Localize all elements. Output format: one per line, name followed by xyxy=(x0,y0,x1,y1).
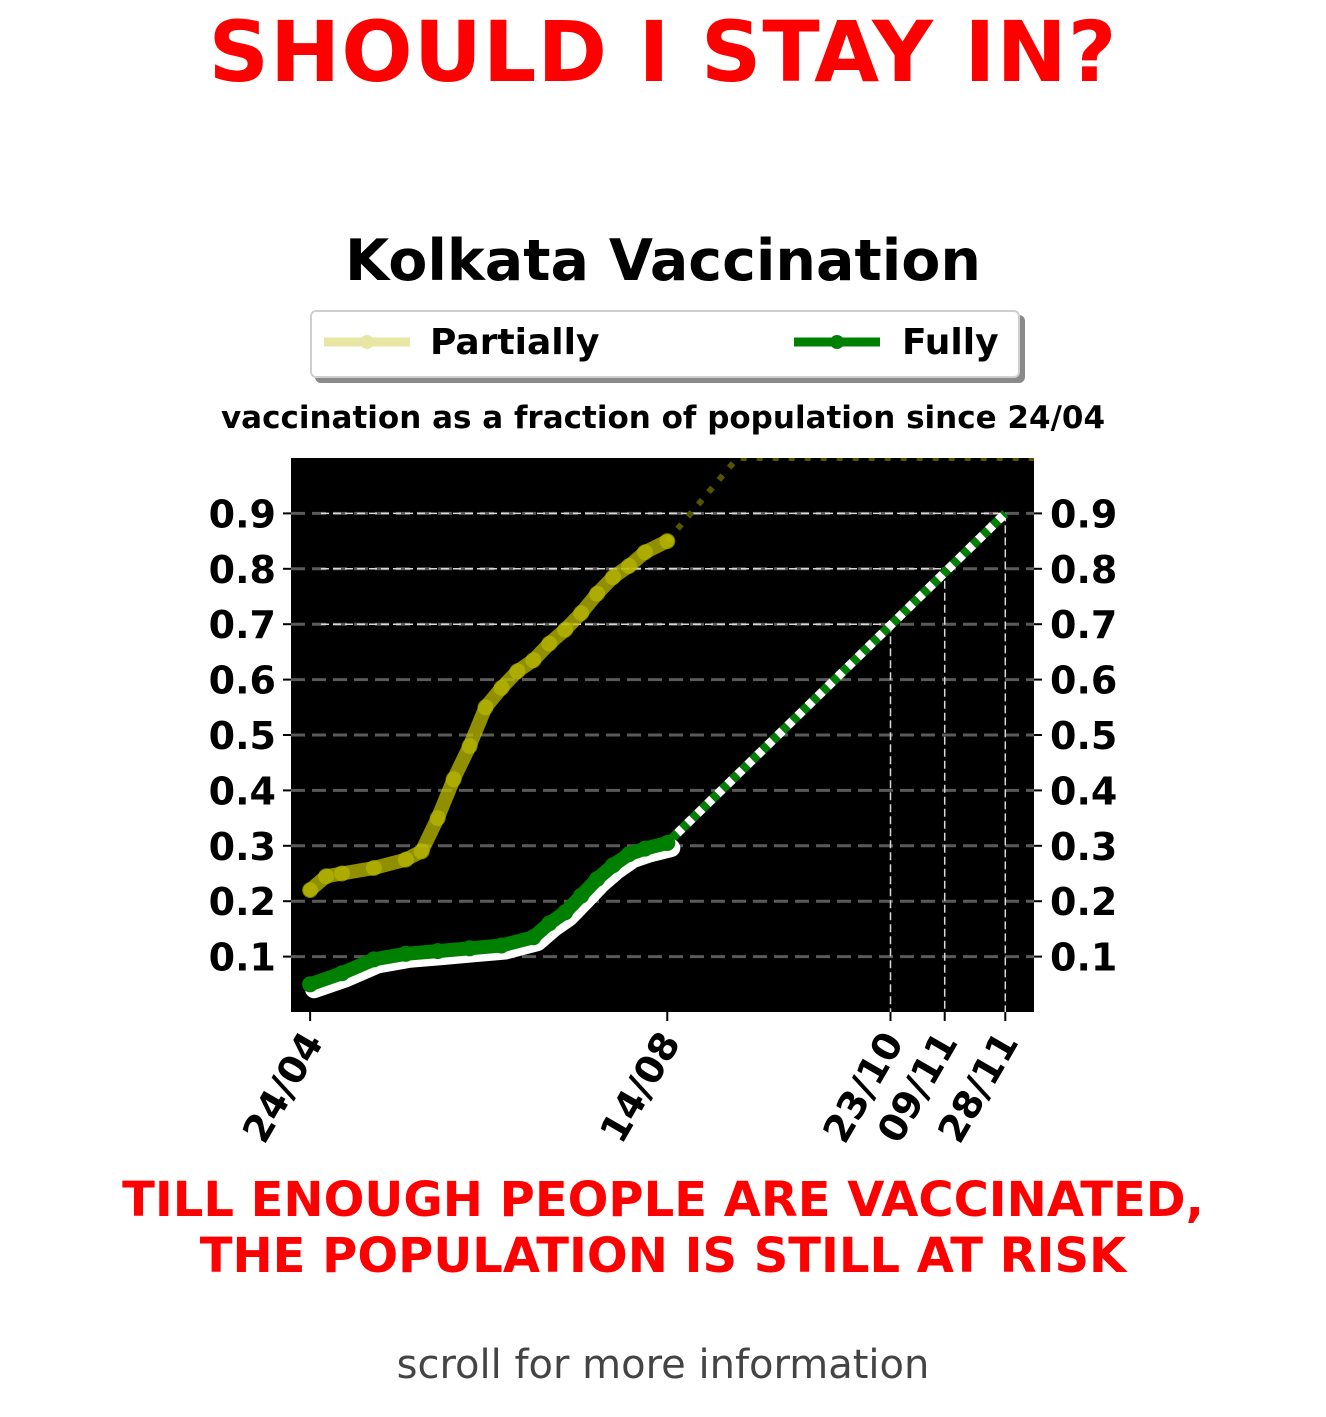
point-partially xyxy=(557,621,574,638)
point-partially xyxy=(429,810,446,827)
headline: SHOULD I STAY IN? xyxy=(208,3,1118,101)
y-tick-label-right: 0.3 xyxy=(1050,825,1117,869)
y-tick-label-right: 0.7 xyxy=(1050,603,1117,647)
point-partially xyxy=(334,865,350,882)
legend-label-fully: Fully xyxy=(902,322,999,363)
point-partially xyxy=(525,652,542,669)
y-tick-label-right: 0.2 xyxy=(1050,880,1117,924)
y-tick-label-right: 0.9 xyxy=(1050,492,1117,536)
y-tick-label-right: 0.5 xyxy=(1050,714,1117,758)
scroll-hint: scroll for more information xyxy=(396,1342,930,1388)
projection-fully-highlight xyxy=(664,510,1009,847)
point-fully xyxy=(525,929,542,946)
legend-swatch-fully xyxy=(794,335,880,349)
y-tick-label-left: 0.3 xyxy=(209,825,276,869)
y-tick-label-right: 0.4 xyxy=(1050,769,1117,813)
y-tick-label-right: 0.1 xyxy=(1050,936,1117,980)
legend-swatch-partially xyxy=(324,335,410,349)
projection-fully xyxy=(664,510,1009,847)
point-fully xyxy=(334,965,350,982)
projection-partially xyxy=(665,458,1034,544)
y-tick-label-left: 0.6 xyxy=(209,659,276,703)
point-fully xyxy=(637,840,653,857)
risk-warning-line-1: TILL ENOUGH PEOPLE ARE VACCINATED, xyxy=(122,1172,1204,1228)
point-partially xyxy=(413,843,430,860)
point-partially xyxy=(621,558,637,574)
y-tick-label-left: 0.5 xyxy=(209,714,276,758)
series-fully-line xyxy=(303,836,675,992)
risk-warning: TILL ENOUGH PEOPLE ARE VACCINATED, THE P… xyxy=(0,1172,1326,1284)
point-partially xyxy=(318,868,335,885)
point-partially xyxy=(659,533,676,550)
y-tick-label-left: 0.4 xyxy=(209,769,276,813)
legend-label-partially: Partially xyxy=(430,322,600,363)
point-partially xyxy=(509,663,526,680)
point-partially xyxy=(461,738,478,755)
point-partially xyxy=(477,699,494,716)
chart-legend: Partially Fully xyxy=(310,310,1020,378)
y-tick-label-right: 0.8 xyxy=(1050,548,1117,592)
point-fully xyxy=(605,857,622,874)
point-fully xyxy=(493,937,510,954)
risk-warning-line-2: THE POPULATION IS STILL AT RISK xyxy=(199,1228,1127,1284)
chart-title: Kolkata Vaccination xyxy=(345,228,981,294)
y-tick-label-left: 0.2 xyxy=(209,880,276,924)
y-tick-label-right: 0.6 xyxy=(1050,659,1117,703)
point-partially xyxy=(573,605,590,622)
point-partially xyxy=(493,679,510,696)
point-fully xyxy=(573,887,590,904)
point-fully xyxy=(302,976,319,993)
vaccination-chart: 0.1 0.1 0.2 0.2 0.3 0.3 0.4 0.4 0.5 0.5 0.6 0.6 0.7 0… xyxy=(209,458,1117,1151)
point-fully xyxy=(589,871,606,887)
chart-subtitle: vaccination as a fraction of population … xyxy=(220,400,1106,436)
point-fully xyxy=(429,943,446,960)
y-tick-label-left: 0.7 xyxy=(209,603,276,647)
y-tick-label-left: 0.1 xyxy=(209,936,276,980)
point-partially xyxy=(589,585,606,602)
point-fully xyxy=(557,904,574,921)
point-partially xyxy=(445,771,462,788)
point-fully xyxy=(659,835,676,851)
point-partially xyxy=(302,882,319,899)
series-group xyxy=(302,458,1034,999)
point-fully xyxy=(365,951,382,968)
point-partially xyxy=(541,635,558,652)
point-partially xyxy=(365,860,382,876)
point-partially xyxy=(397,851,414,868)
point-fully xyxy=(621,846,637,863)
y-tick-label-left: 0.9 xyxy=(209,492,276,536)
x-tick-label: 24/04 xyxy=(234,1025,332,1151)
point-partially xyxy=(605,569,622,586)
point-fully xyxy=(541,915,558,932)
y-tick-label-left: 0.8 xyxy=(209,548,276,592)
point-fully xyxy=(397,945,414,962)
point-partially xyxy=(637,544,653,561)
point-fully xyxy=(461,940,478,957)
x-tick-label: 14/08 xyxy=(591,1025,689,1151)
